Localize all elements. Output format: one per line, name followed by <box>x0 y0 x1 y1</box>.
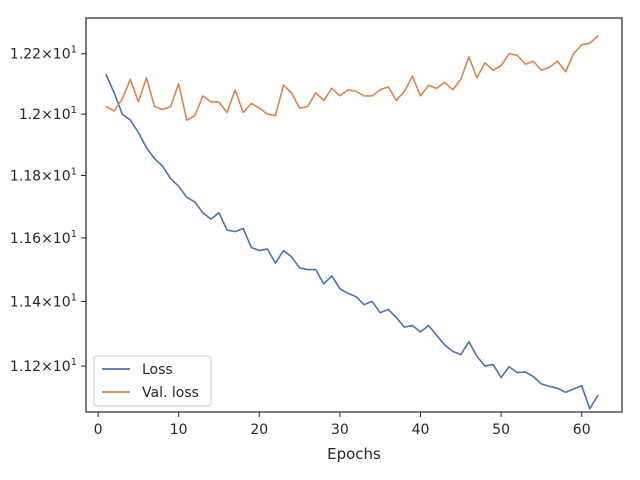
legend-label: Val. loss <box>142 385 199 401</box>
series-line-loss <box>105 73 599 410</box>
y-tick-label: 1.22×101 <box>10 45 77 63</box>
legend-label: Loss <box>142 362 173 378</box>
y-axis: 1.12×101 1.14×101 1.16×101 1.18×101 1.2×101 1… <box>10 45 86 375</box>
y-tick-label: 1.18×101 <box>10 166 77 184</box>
x-tick-label: 30 <box>331 422 349 438</box>
legend: Loss Val. loss <box>93 355 212 407</box>
y-tick-label: 1.16×101 <box>10 229 77 247</box>
x-axis: 0 10 20 30 40 50 60 <box>94 412 591 438</box>
series-layer <box>105 35 599 410</box>
series-line-val-loss <box>105 35 599 121</box>
x-tick-label: 20 <box>250 422 268 438</box>
x-tick-label: 10 <box>170 422 188 438</box>
axes-frame <box>85 17 623 413</box>
x-axis-label: Epochs <box>327 445 381 463</box>
x-tick-label: 50 <box>492 422 510 438</box>
y-tick-label: 1.14×101 <box>10 292 77 310</box>
x-tick-label: 60 <box>573 422 591 438</box>
x-tick-label: 40 <box>412 422 430 438</box>
y-tick-label: 1.12×101 <box>10 357 77 375</box>
x-tick-label: 0 <box>94 422 103 438</box>
y-tick-label: 1.2×101 <box>19 105 77 123</box>
